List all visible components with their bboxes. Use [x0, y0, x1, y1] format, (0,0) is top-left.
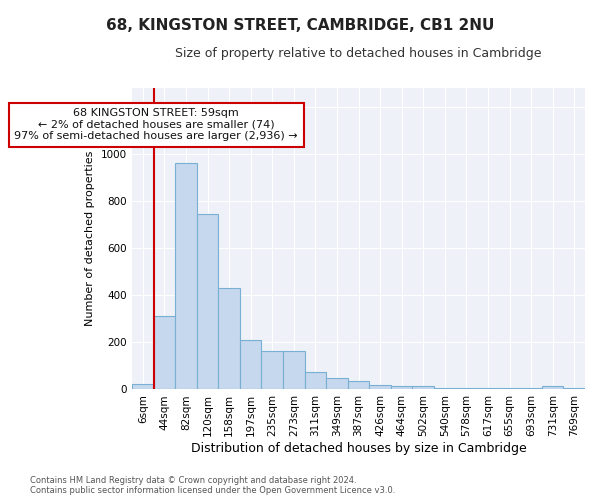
Bar [175, 164, 197, 390]
Bar [391, 386, 412, 390]
Bar [499, 388, 520, 390]
Text: Contains HM Land Registry data © Crown copyright and database right 2024.
Contai: Contains HM Land Registry data © Crown c… [30, 476, 395, 495]
Y-axis label: Number of detached properties: Number of detached properties [85, 151, 95, 326]
Bar [240, 340, 262, 390]
Bar [326, 378, 348, 390]
X-axis label: Distribution of detached houses by size in Cambridge: Distribution of detached houses by size … [191, 442, 526, 455]
Bar [283, 350, 305, 390]
Bar [154, 316, 175, 390]
Text: 68 KINGSTON STREET: 59sqm
← 2% of detached houses are smaller (74)
97% of semi-d: 68 KINGSTON STREET: 59sqm ← 2% of detach… [14, 108, 298, 142]
Bar [218, 288, 240, 390]
Bar [262, 350, 283, 390]
Title: Size of property relative to detached houses in Cambridge: Size of property relative to detached ho… [175, 48, 542, 60]
Bar [455, 388, 477, 390]
Bar [369, 384, 391, 390]
Text: 68, KINGSTON STREET, CAMBRIDGE, CB1 2NU: 68, KINGSTON STREET, CAMBRIDGE, CB1 2NU [106, 18, 494, 32]
Bar [197, 214, 218, 390]
Bar [412, 386, 434, 390]
Bar [542, 386, 563, 390]
Bar [563, 388, 585, 390]
Bar [305, 372, 326, 390]
Bar [434, 388, 455, 390]
Bar [348, 381, 369, 390]
Bar [132, 384, 154, 390]
Bar [520, 388, 542, 390]
Bar [477, 388, 499, 390]
